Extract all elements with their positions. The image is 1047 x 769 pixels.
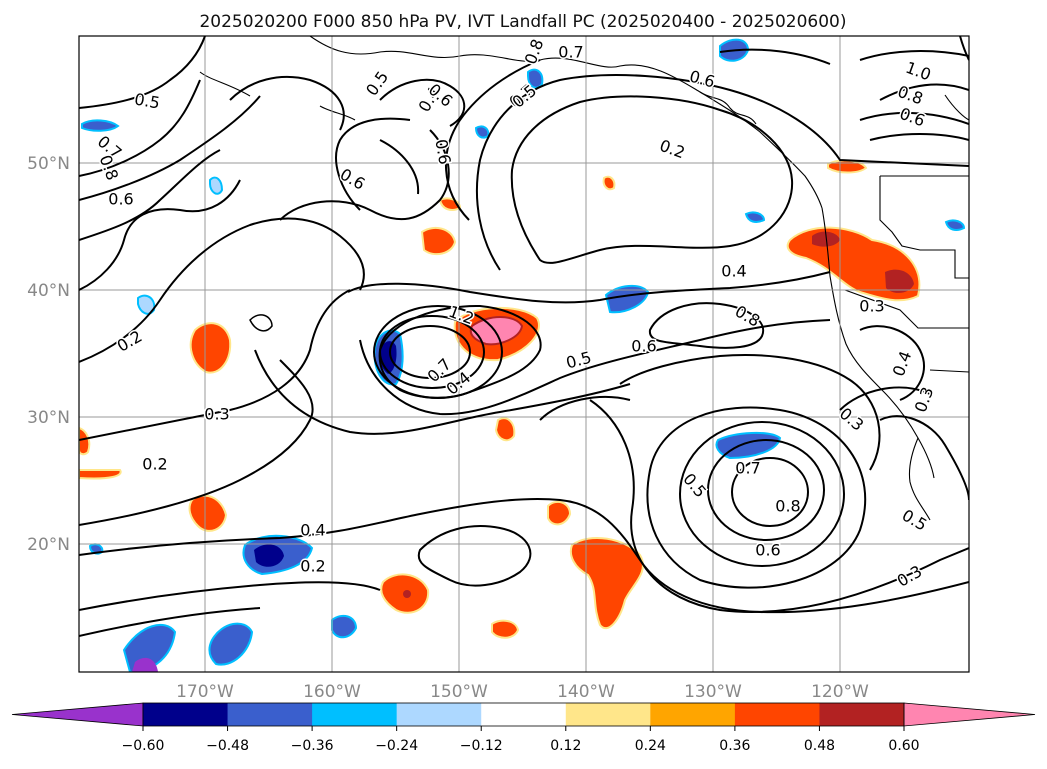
pv-shading — [79, 38, 966, 672]
colorbar-segment — [396, 703, 482, 726]
colorbar-tick-label: 0.60 — [888, 738, 919, 754]
colorbar-tick-label: 0.48 — [804, 738, 835, 754]
map-frame — [78, 35, 970, 673]
colorbar-border — [142, 702, 905, 727]
pv-negative-southwest-core — [132, 657, 158, 672]
contour-label: 0.2 — [142, 455, 167, 474]
pv-positive-b — [188, 494, 228, 532]
lat-label: 20°N — [27, 535, 70, 555]
colorbar-segment — [650, 703, 736, 726]
lon-labels: 170°W 160°W 150°W 140°W 130°W 120°W — [176, 682, 869, 702]
colorbar-tick-label: −0.48 — [206, 738, 249, 754]
colorbar-tick-label: 0.24 — [635, 738, 666, 754]
pv-negative-south — [208, 622, 254, 666]
pv-positive-m — [403, 590, 411, 598]
colorbar-extend-min — [11, 702, 144, 727]
colorbar-tick-label: −0.24 — [375, 738, 418, 754]
colorbar-segment — [312, 703, 398, 726]
pv-negative-small5 — [527, 68, 544, 89]
pv-negative-west-inner — [254, 544, 284, 567]
pv-positive-f — [547, 500, 572, 526]
contour-label: 0.7 — [558, 43, 583, 62]
colorbar-tick-label: −0.60 — [122, 738, 165, 754]
lat-label: 40°N — [27, 281, 70, 301]
colorbar-ticks: −0.60 −0.48 −0.36 −0.24 −0.12 0.12 0.24 0.36 0.4… — [122, 726, 920, 754]
pv-negative-central-east — [604, 284, 650, 314]
colorbar-segment — [819, 703, 905, 726]
colorbar-segment — [143, 703, 229, 726]
colorbar-tick-label: −0.12 — [460, 738, 503, 754]
colorbar-tick-label: 0.12 — [550, 738, 581, 754]
pv-negative-small4 — [944, 219, 966, 231]
pv-negative-south2 — [331, 614, 358, 639]
colorbar-tick-label: −0.36 — [291, 738, 334, 754]
ivt-contours — [79, 36, 969, 637]
lon-label: 140°W — [557, 682, 615, 702]
pv-positive-e — [494, 417, 516, 442]
contour-label: 0.8 — [775, 497, 800, 516]
colorbar — [11, 702, 1036, 727]
pv-positive-h — [79, 469, 122, 480]
pv-negative-small1 — [474, 125, 490, 139]
lat-label: 30°N — [27, 408, 70, 428]
map-area — [79, 36, 969, 672]
pv-negative-nw2 — [137, 294, 156, 315]
contour-label: 0.2 — [300, 557, 325, 576]
colorbar-segment — [565, 703, 651, 726]
colorbar-segment — [227, 703, 313, 726]
colorbar-segment — [481, 703, 567, 726]
lon-label: 170°W — [176, 682, 234, 702]
lon-label: 150°W — [430, 682, 488, 702]
contour-label: 0.6 — [108, 190, 133, 209]
figure-title: 2025020200 F000 850 hPa PV, IVT Landfall… — [199, 12, 846, 32]
contour-label: 0.4 — [300, 521, 325, 540]
pv-positive-nevada-core — [885, 269, 914, 293]
pv-negative-northwest — [81, 119, 120, 132]
lon-label: 120°W — [811, 682, 869, 702]
colorbar-tick-label: 0.36 — [719, 738, 750, 754]
lon-label: 160°W — [303, 682, 361, 702]
pv-positive-d — [420, 226, 457, 256]
pv-positive-a — [189, 322, 232, 374]
pv-positive-core — [469, 316, 524, 346]
colorbar-extend-max — [903, 702, 1036, 727]
pv-positive-g — [491, 619, 520, 639]
lat-labels: 20°N 30°N 40°N 50°N — [27, 154, 70, 555]
contour-label: 0.6 — [755, 541, 780, 560]
lon-label: 130°W — [684, 682, 742, 702]
pv-negative-small2 — [744, 211, 766, 223]
colorbar-segment — [734, 703, 820, 726]
pv-negative-nw3 — [209, 176, 224, 195]
pv-positive-k — [602, 175, 616, 191]
lat-label: 50°N — [27, 154, 70, 174]
contour-label: 0.7 — [735, 459, 760, 478]
contour-label: 0.3 — [859, 297, 884, 316]
contour-label: 0.3 — [204, 405, 229, 424]
contour-label: 0.4 — [721, 262, 746, 281]
pv-positive-j — [827, 159, 868, 174]
contour-label: 0.6 — [631, 337, 656, 356]
